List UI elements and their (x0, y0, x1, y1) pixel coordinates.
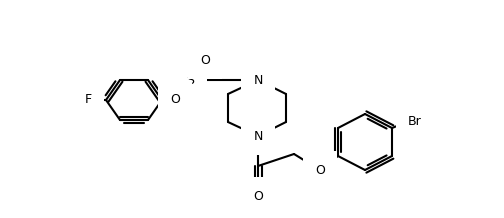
Text: N: N (254, 73, 263, 87)
Text: O: O (170, 94, 180, 107)
Text: Br: Br (408, 116, 422, 128)
Text: F: F (85, 94, 92, 107)
Text: N: N (254, 129, 263, 143)
Text: O: O (253, 189, 263, 203)
Text: O: O (315, 164, 325, 177)
Text: O: O (200, 53, 210, 66)
Text: S: S (186, 73, 194, 87)
